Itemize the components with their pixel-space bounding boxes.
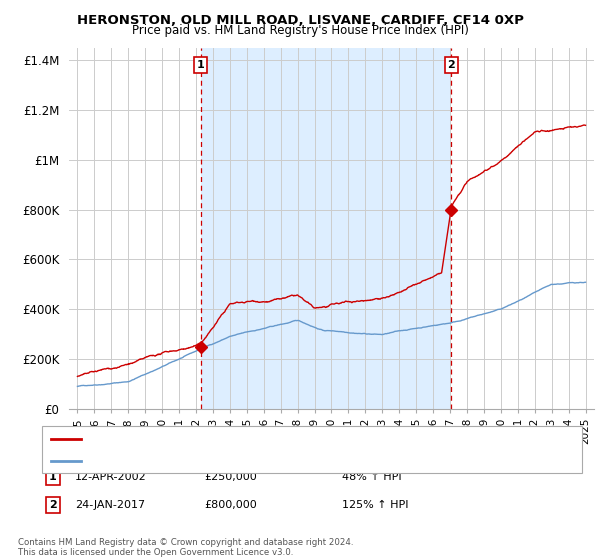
Text: Price paid vs. HM Land Registry's House Price Index (HPI): Price paid vs. HM Land Registry's House … bbox=[131, 24, 469, 37]
Text: £800,000: £800,000 bbox=[204, 500, 257, 510]
Text: 24-JAN-2017: 24-JAN-2017 bbox=[75, 500, 145, 510]
Text: 48% ↑ HPI: 48% ↑ HPI bbox=[342, 472, 401, 482]
Text: HERONSTON, OLD MILL ROAD, LISVANE, CARDIFF, CF14 0XP: HERONSTON, OLD MILL ROAD, LISVANE, CARDI… bbox=[77, 14, 523, 27]
Text: 2: 2 bbox=[49, 500, 56, 510]
Text: HPI: Average price, detached house, Cardiff: HPI: Average price, detached house, Card… bbox=[87, 456, 315, 466]
Text: Contains HM Land Registry data © Crown copyright and database right 2024.
This d: Contains HM Land Registry data © Crown c… bbox=[18, 538, 353, 557]
Text: HERONSTON, OLD MILL ROAD, LISVANE, CARDIFF, CF14 0XP (detached house): HERONSTON, OLD MILL ROAD, LISVANE, CARDI… bbox=[87, 434, 494, 444]
Bar bbox=[201, 48, 451, 409]
Text: 1: 1 bbox=[197, 60, 205, 70]
Text: 1: 1 bbox=[49, 472, 56, 482]
Text: 125% ↑ HPI: 125% ↑ HPI bbox=[342, 500, 409, 510]
Text: £250,000: £250,000 bbox=[204, 472, 257, 482]
Text: 2: 2 bbox=[448, 60, 455, 70]
Text: 12-APR-2002: 12-APR-2002 bbox=[75, 472, 147, 482]
